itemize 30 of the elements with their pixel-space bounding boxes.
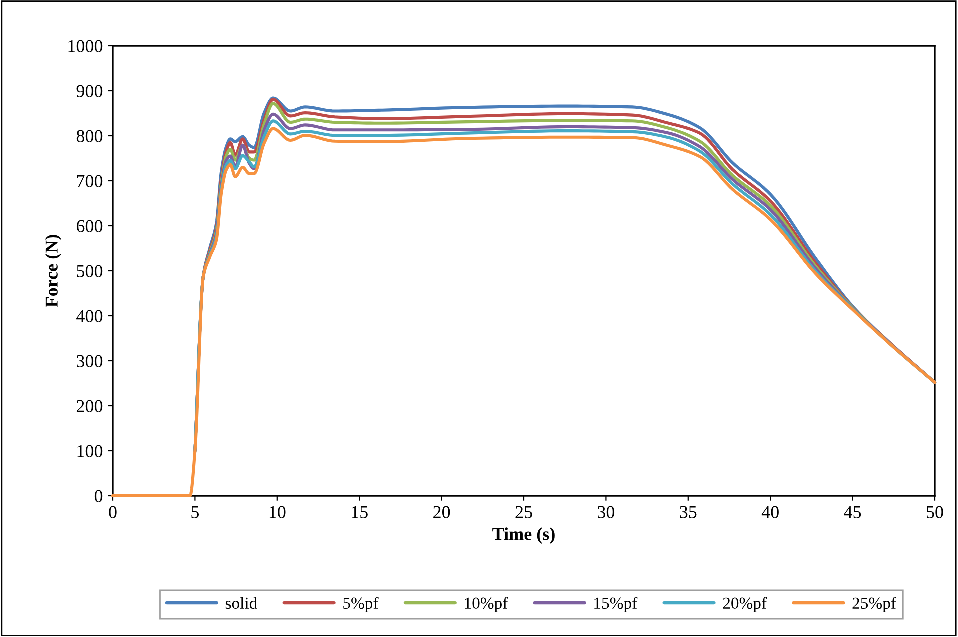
x-tick-label: 0 [109, 506, 117, 518]
y-tick-label: 500 [77, 265, 103, 278]
y-tick-label: 800 [76, 130, 103, 142]
x-tick-label: 15 [352, 506, 368, 518]
legend-label: 20%pf [723, 597, 768, 612]
x-tick-label: 35 [680, 506, 697, 518]
y-tick-label: 100 [78, 445, 103, 458]
x-tick-label: 40 [762, 506, 779, 518]
y-tick-label: 400 [76, 310, 103, 322]
y-tick-label: 900 [76, 85, 103, 98]
legend-label: 15%pf [594, 597, 638, 612]
y-tick-label: 700 [77, 175, 103, 188]
x-tick-label: 30 [598, 506, 615, 518]
legend-label: 25%pf [852, 597, 896, 612]
x-tick-label: 5 [192, 506, 200, 518]
x-tick-label: 10 [270, 506, 286, 518]
x-tick-label: 50 [927, 506, 944, 518]
legend-label: 10%pf [465, 597, 508, 612]
legend-label: solid [226, 597, 258, 610]
x-axis-title: Time (s) [492, 528, 555, 544]
y-tick-label: 600 [76, 220, 103, 232]
y-tick-label: 300 [77, 355, 103, 368]
x-tick-label: 45 [844, 506, 862, 518]
y-tick-label: 1000 [68, 40, 103, 52]
y-tick-label: 0 [94, 490, 103, 502]
x-tick-label: 25 [516, 506, 532, 518]
y-axis-title: Force (N) [45, 235, 62, 308]
y-tick-label: 200 [76, 400, 103, 412]
x-tick-label: 20 [434, 506, 450, 518]
legend-label: 5%pf [344, 597, 379, 612]
